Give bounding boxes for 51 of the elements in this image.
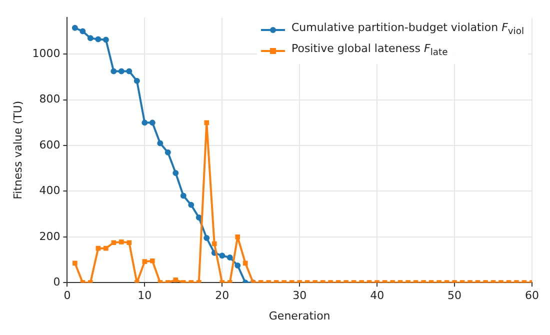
point: [234, 262, 241, 268]
y-tick-label: 800: [39, 92, 60, 106]
point: [226, 254, 233, 260]
point: [212, 241, 217, 246]
y-tick-label: 1000: [32, 47, 60, 60]
x-tick-label: 10: [138, 289, 152, 302]
point: [242, 260, 248, 266]
point: [72, 260, 78, 266]
point: [104, 246, 108, 251]
point: [173, 277, 178, 282]
x-tick-label: 50: [448, 289, 462, 302]
point: [96, 246, 101, 251]
point: [164, 149, 171, 156]
point: [111, 240, 116, 246]
y-tick-label: 400: [39, 184, 60, 198]
point: [80, 28, 86, 34]
point: [172, 170, 179, 176]
y-axis-title: Fitness value (TU): [11, 100, 24, 200]
x-axis-title: Generation: [268, 309, 330, 322]
point: [87, 35, 94, 42]
point: [150, 258, 155, 264]
point: [118, 68, 124, 74]
point: [95, 36, 102, 42]
point: [235, 234, 240, 240]
legend-label: Positive global lateness F$_{late}$: [291, 41, 448, 60]
x-tick-label: 40: [370, 289, 384, 302]
point: [196, 214, 202, 220]
x-tick-label: 20: [215, 289, 230, 302]
point: [204, 235, 210, 242]
x-tick-label: 0: [64, 289, 71, 302]
point: [110, 68, 117, 74]
point: [204, 120, 210, 126]
point: [180, 192, 186, 199]
point: [219, 252, 226, 259]
x-tick-label: 30: [292, 289, 307, 302]
point: [142, 120, 148, 126]
point: [149, 120, 156, 126]
point: [126, 68, 132, 74]
point: [188, 202, 194, 208]
y-tick-label: 200: [39, 230, 60, 243]
legend-label: Cumulative partition-budget violation F$_{viol}$: [291, 20, 524, 40]
point: [119, 240, 124, 244]
x-tick-label: 60: [525, 289, 539, 302]
point: [72, 24, 78, 31]
point: [134, 78, 140, 84]
y-tick-label: 600: [39, 138, 60, 152]
point: [157, 140, 164, 146]
point: [102, 36, 109, 43]
point: [126, 240, 132, 246]
point: [142, 259, 148, 264]
y-tick-label: 0: [53, 275, 60, 288]
